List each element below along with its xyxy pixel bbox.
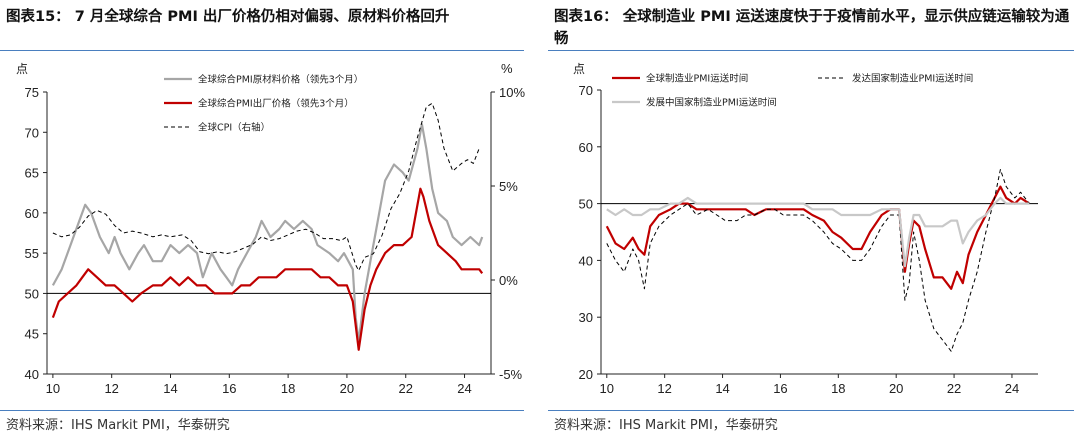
x-tick-label: 24 xyxy=(1005,381,1019,396)
series-line-1 xyxy=(605,185,1030,290)
y-tick-label: 45 xyxy=(25,327,39,342)
series-line-2 xyxy=(606,169,1030,352)
left-line-chart: 40 45 50 55 60 65 70 75 点 -5% 0% 5% 10%% 10 12 14 16 18 20… xyxy=(16,61,525,396)
y-tick-label: 70 xyxy=(579,83,593,98)
legend-label: 全球制造业PMI运送时间 xyxy=(646,73,748,85)
y-tick-label: 50 xyxy=(579,197,593,212)
x-tick-label: 16 xyxy=(773,381,787,396)
title-divider xyxy=(548,50,1074,51)
y-axis-unit-right: % xyxy=(501,61,513,76)
y-tick-label-right: 5% xyxy=(499,179,518,194)
y-tick-label: 75 xyxy=(25,85,39,100)
x-tick-label: 16 xyxy=(222,381,236,396)
x-tick-label: 18 xyxy=(281,381,295,396)
footer-divider xyxy=(0,410,524,411)
chart-source: 资料来源：IHS Markit PMI，华泰研究 xyxy=(554,418,778,433)
legend-label: 全球CPI（右轴） xyxy=(198,122,270,134)
x-tick-label: 20 xyxy=(340,381,354,396)
series-line-1 xyxy=(51,123,484,343)
y-tick-label: 40 xyxy=(579,253,593,268)
chart-panel-left: 图表15： 7 月全球综合 PMI 出厂价格仍相对偏弱、原材料价格回升 40 45… xyxy=(0,0,530,440)
x-tick-label: 10 xyxy=(46,381,60,396)
series-line-3 xyxy=(52,102,480,272)
x-tick-label: 20 xyxy=(889,381,903,396)
y-axis-unit-left: 点 xyxy=(573,62,585,76)
chart-title: 图表16： 全球制造业 PMI 运送速度快于于疫情前水平，显示供应链运输较为通畅 xyxy=(554,9,1070,47)
y-tick-label-right: 10% xyxy=(499,85,525,100)
y-tick-label: 65 xyxy=(25,166,39,181)
chart-panel-right: 图表16： 全球制造业 PMI 运送速度快于于疫情前水平，显示供应链运输较为通畅… xyxy=(548,0,1080,440)
x-tick-label: 12 xyxy=(657,381,671,396)
x-tick-label: 22 xyxy=(947,381,961,396)
y-tick-label: 30 xyxy=(579,310,593,325)
legend-label: 发展中国家制造业PMI运送时间 xyxy=(646,97,777,109)
y-tick-label: 70 xyxy=(25,125,39,140)
x-tick-label: 18 xyxy=(831,381,845,396)
x-tick-label: 24 xyxy=(457,381,471,396)
y-tick-label: 50 xyxy=(25,286,39,301)
y-tick-label-right: -5% xyxy=(499,367,523,382)
right-line-chart: 20 30 40 50 60 70 点 10 12 14 16 18 20 22 24 全球制造业PMI运送时… xyxy=(573,62,1038,396)
y-tick-label: 60 xyxy=(579,140,593,155)
legend-label: 发达国家制造业PMI运送时间 xyxy=(852,73,973,85)
y-tick-label: 20 xyxy=(579,367,593,382)
x-tick-label: 14 xyxy=(163,381,177,396)
y-tick-label: 60 xyxy=(25,206,39,221)
footer-divider xyxy=(548,410,1074,411)
y-tick-label: 40 xyxy=(25,367,39,382)
legend-label: 全球综合PMI原材料价格（领先3个月） xyxy=(198,74,363,86)
series-line-3 xyxy=(606,196,1030,268)
x-tick-label: 14 xyxy=(715,381,729,396)
x-tick-label: 12 xyxy=(104,381,118,396)
series-line-2 xyxy=(51,187,484,351)
x-tick-label: 10 xyxy=(600,381,614,396)
y-axis-unit-left: 点 xyxy=(16,62,28,76)
chart-source: 资料来源：IHS Markit PMI，华泰研究 xyxy=(6,418,230,433)
title-divider xyxy=(0,50,524,51)
legend-label: 全球综合PMI出厂价格（领先3个月） xyxy=(198,98,354,110)
chart-title: 图表15： 7 月全球综合 PMI 出厂价格仍相对偏弱、原材料价格回升 xyxy=(6,9,450,25)
y-tick-label: 55 xyxy=(25,246,39,261)
x-tick-label: 22 xyxy=(398,381,412,396)
y-tick-label-right: 0% xyxy=(499,273,518,288)
